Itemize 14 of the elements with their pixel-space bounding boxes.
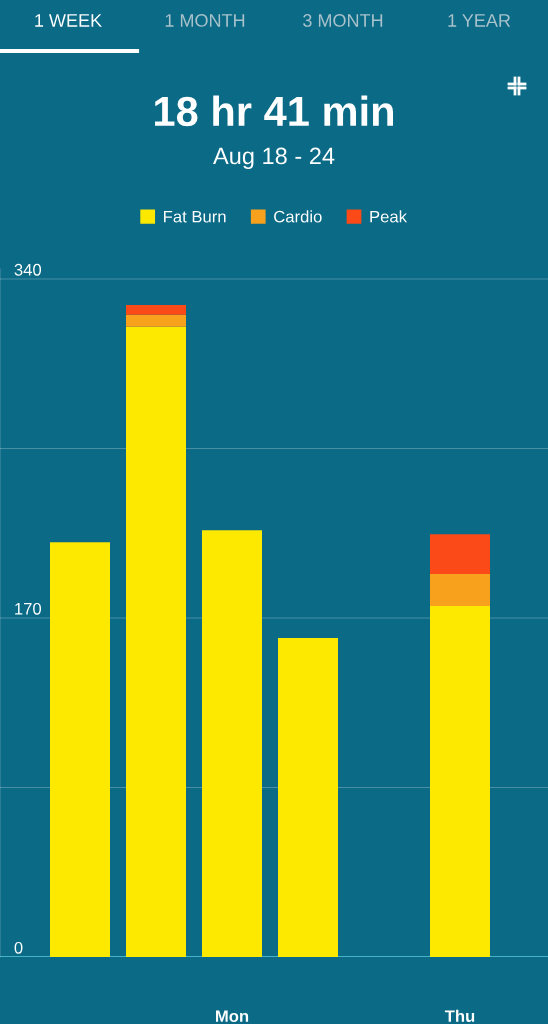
x-tick-label: Thu bbox=[444, 1009, 475, 1023]
chart-subtitle: Aug 18 - 24 bbox=[213, 147, 335, 169]
y-tick-label: 340 bbox=[14, 263, 42, 276]
chart-title: 18 hr 41 min bbox=[155, 95, 394, 127]
y-tick-label: 170 bbox=[15, 602, 42, 615]
legend-label: Peak bbox=[370, 210, 408, 223]
text: 1 MONTH bbox=[165, 14, 245, 27]
text: 1 WEEK bbox=[35, 14, 102, 27]
legend-label: Fat Burn bbox=[164, 210, 226, 223]
x-tick-label: Mon bbox=[215, 1010, 249, 1023]
legend-label: Cardio bbox=[274, 210, 322, 223]
text: 3 MONTH bbox=[303, 14, 383, 27]
y-tick-label: 0 bbox=[14, 941, 23, 954]
text: 1 YEAR bbox=[448, 14, 511, 27]
